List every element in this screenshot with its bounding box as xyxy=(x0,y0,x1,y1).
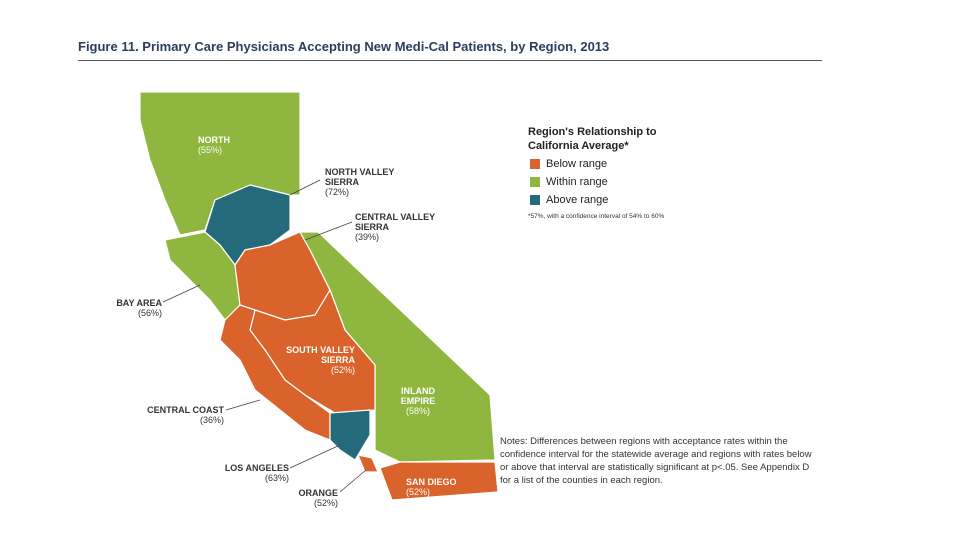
callout xyxy=(162,284,201,303)
notes: Notes: Differences between regions with … xyxy=(500,436,812,486)
region-value: (52%) xyxy=(313,498,338,508)
region-name: CENTRAL COAST xyxy=(147,405,224,415)
region-name: LOS ANGELES xyxy=(224,463,289,473)
region-value: (36%) xyxy=(199,415,224,425)
legend-swatch xyxy=(530,159,540,169)
legend-label: Above range xyxy=(546,194,609,206)
region-label: SOUTH VALLEY SIERRA (52%) xyxy=(270,345,355,375)
legend-footnote: *57%, with a confidence interval of 54% … xyxy=(528,213,665,220)
callout xyxy=(289,444,341,469)
region-label: CENTRAL COAST (36%) xyxy=(138,405,224,425)
title-rule xyxy=(78,60,822,61)
region-label: NORTH (55%) xyxy=(198,135,248,155)
region-name: SAN DIEGO xyxy=(406,477,457,487)
callout xyxy=(289,179,321,196)
region-orange xyxy=(357,454,379,473)
region-label: ORANGE (52%) xyxy=(288,488,338,508)
region-value: (55%) xyxy=(198,145,223,155)
region-value: (52%) xyxy=(406,487,431,497)
legend-item: Below range xyxy=(530,158,607,170)
region-name: NORTH VALLEY SIERRA xyxy=(325,167,395,187)
region-label: SAN DIEGO (52%) xyxy=(406,477,476,497)
region-value: (39%) xyxy=(355,232,380,242)
callout xyxy=(339,469,367,493)
region-name: INLAND EMPIRE xyxy=(400,386,436,406)
region-name: BAY AREA xyxy=(116,298,162,308)
region-name: ORANGE xyxy=(298,488,338,498)
region-name: SOUTH VALLEY SIERRA xyxy=(286,345,355,365)
region-san-diego xyxy=(379,461,499,501)
legend-item: Within range xyxy=(530,176,608,188)
region-name: CENTRAL VALLEY SIERRA xyxy=(355,212,436,232)
legend-title: Region's Relationship to California Aver… xyxy=(528,126,657,152)
region-label: NORTH VALLEY SIERRA (72%) xyxy=(325,167,403,197)
region-value: (72%) xyxy=(325,187,350,197)
region-value: (63%) xyxy=(264,473,289,483)
callout xyxy=(304,221,353,241)
region-label: BAY AREA (56%) xyxy=(100,298,162,318)
legend-swatch xyxy=(530,195,540,205)
region-inland-empire xyxy=(299,231,496,463)
legend-item: Above range xyxy=(530,194,608,206)
legend-label: Below range xyxy=(546,158,608,170)
region-label: CENTRAL VALLEY SIERRA (39%) xyxy=(355,212,445,242)
legend-swatch xyxy=(530,177,540,187)
region-los-angeles xyxy=(329,409,371,461)
region-value: (56%) xyxy=(137,308,162,318)
legend-label: Within range xyxy=(546,176,608,188)
region-value: (52%) xyxy=(330,365,355,375)
region-value: (58%) xyxy=(405,406,430,416)
region-label: INLAND EMPIRE (58%) xyxy=(396,386,440,416)
region-name: NORTH xyxy=(198,135,230,145)
figure-title: Figure 11. Primary Care Physicians Accep… xyxy=(78,39,610,54)
callout xyxy=(225,399,261,411)
region-label: LOS ANGELES (63%) xyxy=(215,463,289,483)
